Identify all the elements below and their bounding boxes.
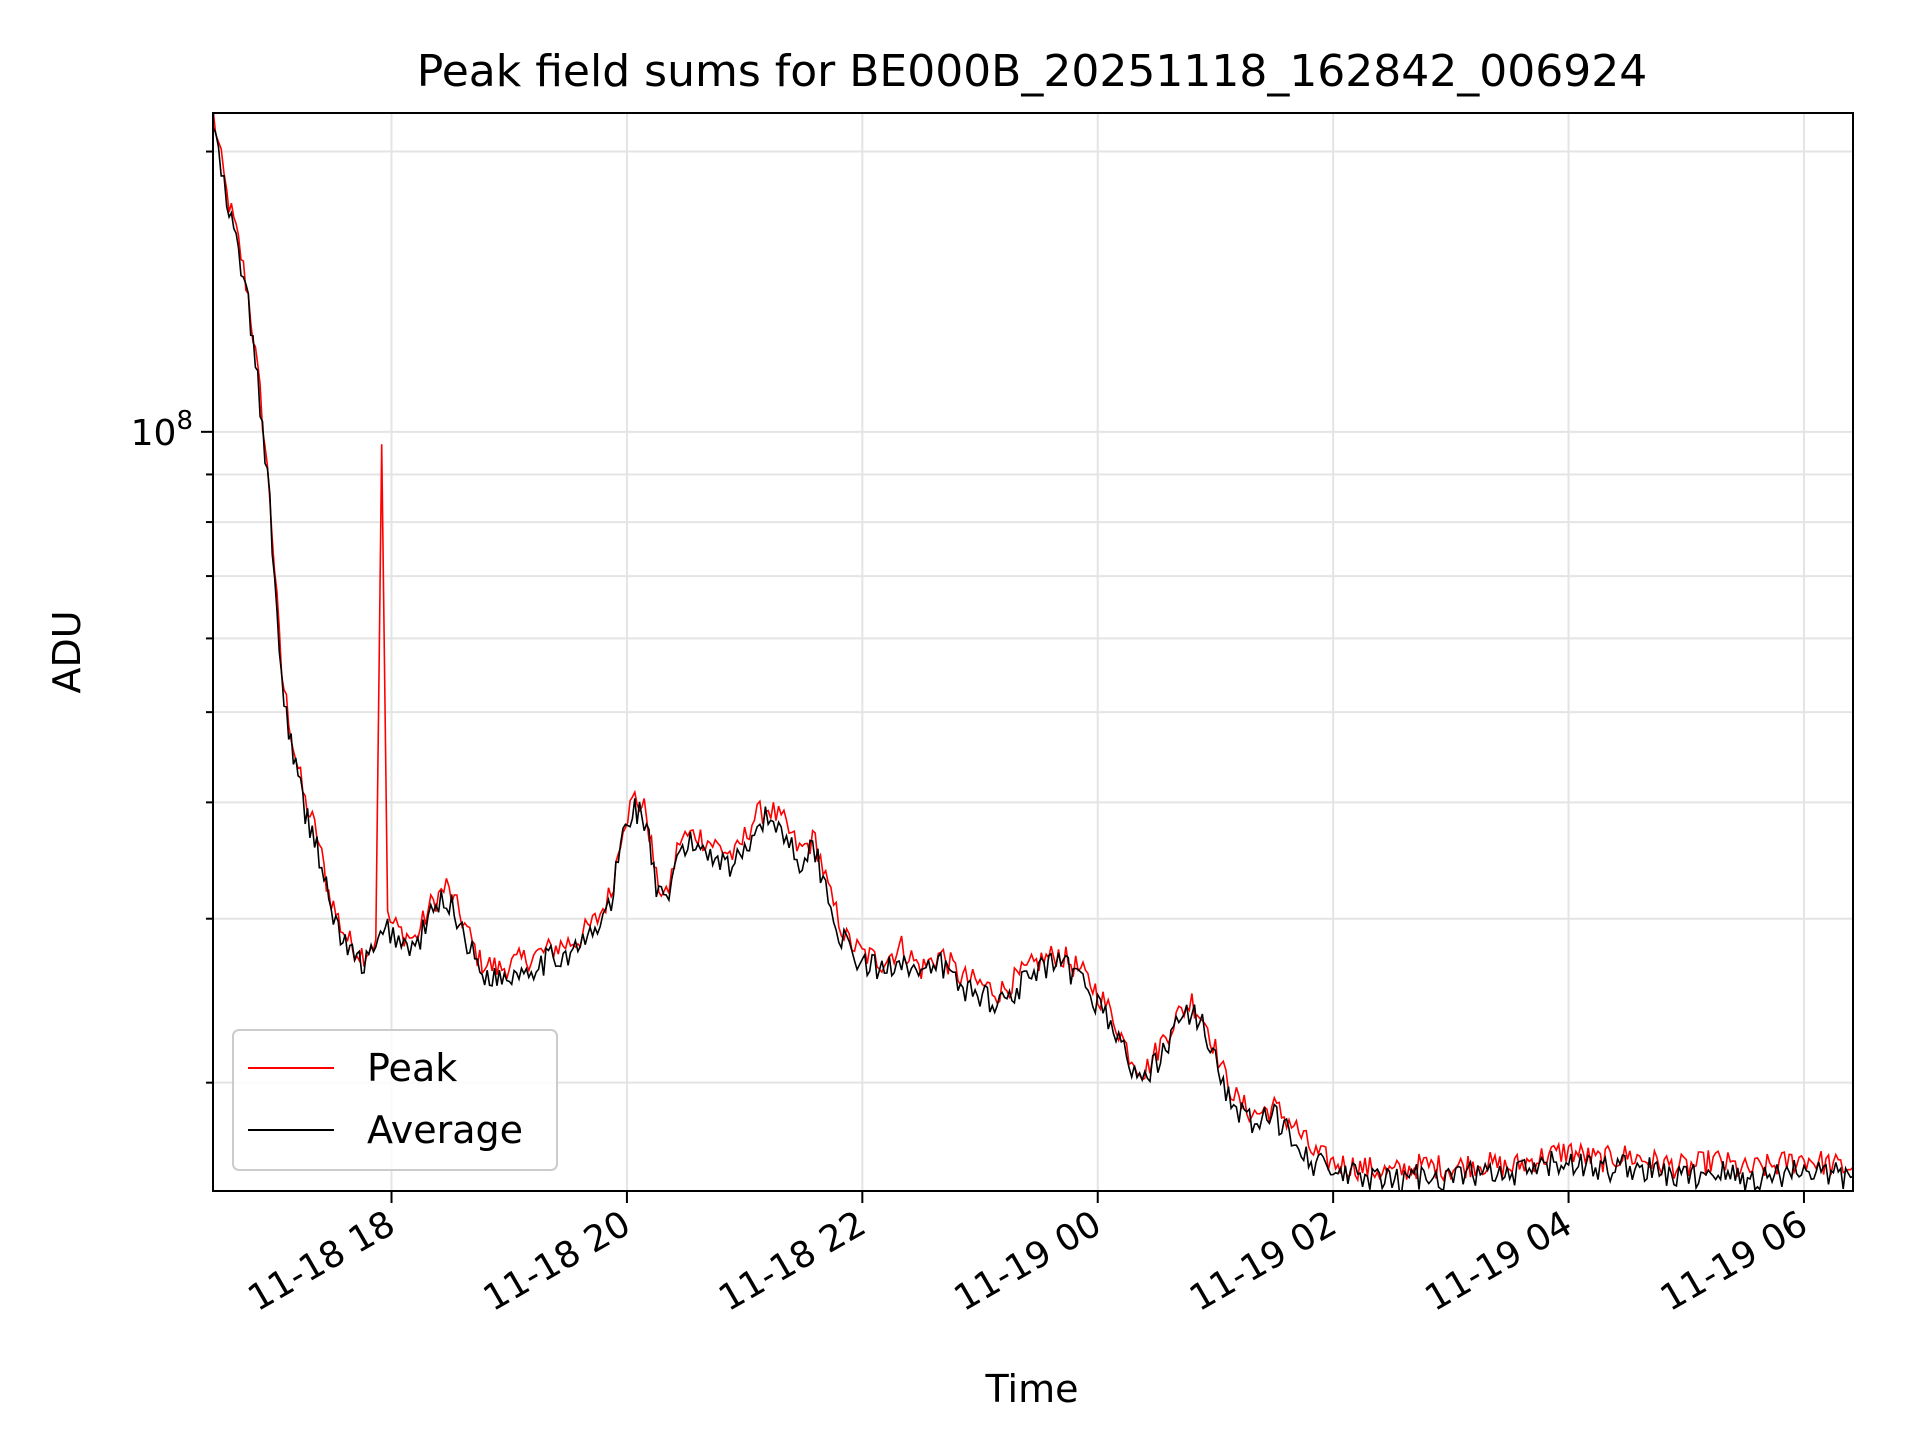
series-layer xyxy=(213,113,1853,1191)
series-line-peak xyxy=(213,113,1853,1183)
x-axis-label: Time xyxy=(985,1367,1079,1411)
legend-label-peak: Peak xyxy=(367,1046,457,1090)
y-tick-label-base: 10 xyxy=(131,413,177,454)
grid-lines xyxy=(213,113,1853,1191)
x-tick-label: 11-19 00 xyxy=(948,1203,1109,1319)
x-tick-label: 11-18 22 xyxy=(712,1203,873,1319)
chart-title: Peak field sums for BE000B_20251118_1628… xyxy=(417,46,1648,97)
y-tick-label: 108 xyxy=(131,406,193,454)
y-axis-label: ADU xyxy=(45,610,89,693)
x-tick-label: 11-19 04 xyxy=(1418,1203,1579,1319)
x-tick-label: 11-18 18 xyxy=(241,1203,402,1319)
plot-frame xyxy=(212,112,1854,1192)
legend-box xyxy=(232,1029,558,1171)
legend-label-average: Average xyxy=(367,1108,523,1152)
x-tick-label: 11-19 06 xyxy=(1654,1203,1815,1319)
legend: Peak Average xyxy=(232,1029,558,1171)
x-tick-label: 11-18 20 xyxy=(477,1203,638,1319)
series-line-average xyxy=(213,126,1853,1191)
y-tick-label-exponent: 8 xyxy=(176,406,193,436)
x-tick-label: 11-19 02 xyxy=(1183,1203,1344,1319)
